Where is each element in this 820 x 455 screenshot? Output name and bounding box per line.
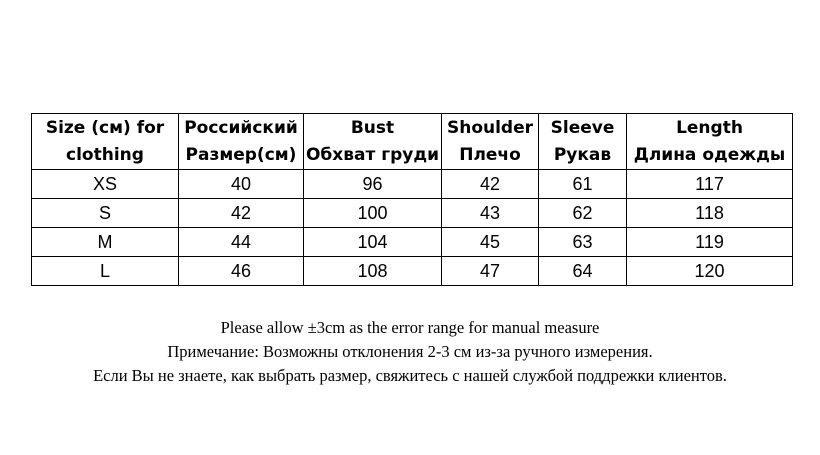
header-shoulder-line2: Плечо [459,144,521,165]
table-cell: 119 [626,227,793,257]
header-russian-size-line1: Российский [184,117,298,138]
table-cell: XS [31,169,179,199]
note-error-range-en: Please allow ±3cm as the error range for… [220,318,600,337]
table-cell: 100 [303,198,442,228]
header-length: Length Длина одежды [626,113,793,170]
measurement-notes: Please allow ±3cm as the error range for… [0,316,820,388]
header-size: Size (см) for clothing [31,113,179,170]
header-russian-size: Российский Размер(см) [178,113,304,170]
table-cell: 62 [538,198,627,228]
table-cell: M [31,227,179,257]
header-sleeve-line1: Sleeve [550,117,615,138]
table-row: L 46 108 47 64 120 [31,256,793,286]
header-sleeve: Sleeve Рукав [538,113,627,170]
table-cell: 42 [441,169,539,199]
table-cell: 108 [303,256,442,286]
table-cell: 47 [441,256,539,286]
table-cell: 118 [626,198,793,228]
header-bust-line2: Обхват груди [305,144,440,165]
table-cell: 104 [303,227,442,257]
header-russian-size-line2: Размер(см) [185,144,297,165]
header-sleeve-line2: Рукав [553,144,612,165]
header-shoulder: Shoulder Плечо [441,113,539,170]
header-size-line2: clothing [66,144,144,165]
table-cell: 46 [178,256,304,286]
header-bust-line1: Bust [350,117,395,138]
table-header-row: Size (см) for clothing Российский Размер… [31,113,793,170]
header-size-line1: Size (см) for [45,117,165,138]
header-shoulder-line1: Shoulder [446,117,534,138]
table-cell: 61 [538,169,627,199]
table-cell: 45 [441,227,539,257]
note-contact-support: Если Вы не знаете, как выбрать размер, с… [93,366,727,385]
table-cell: 44 [178,227,304,257]
size-chart-table: Size (см) for clothing Российский Размер… [31,113,793,286]
table-cell: 117 [626,169,793,199]
table-cell: L [31,256,179,286]
table-cell: 63 [538,227,627,257]
table-cell: 42 [178,198,304,228]
table-row: M 44 104 45 63 119 [31,227,793,257]
table-cell: 96 [303,169,442,199]
note-error-range-ru: Примечание: Возможны отклонения 2-3 см и… [167,342,653,361]
table-cell: S [31,198,179,228]
header-length-line2: Длина одежды [633,144,786,165]
header-length-line1: Length [676,117,743,138]
table-cell: 43 [441,198,539,228]
table-row: XS 40 96 42 61 117 [31,169,793,199]
table-cell: 64 [538,256,627,286]
table-cell: 40 [178,169,304,199]
header-bust: Bust Обхват груди [303,113,442,170]
table-row: S 42 100 43 62 118 [31,198,793,228]
table-cell: 120 [626,256,793,286]
